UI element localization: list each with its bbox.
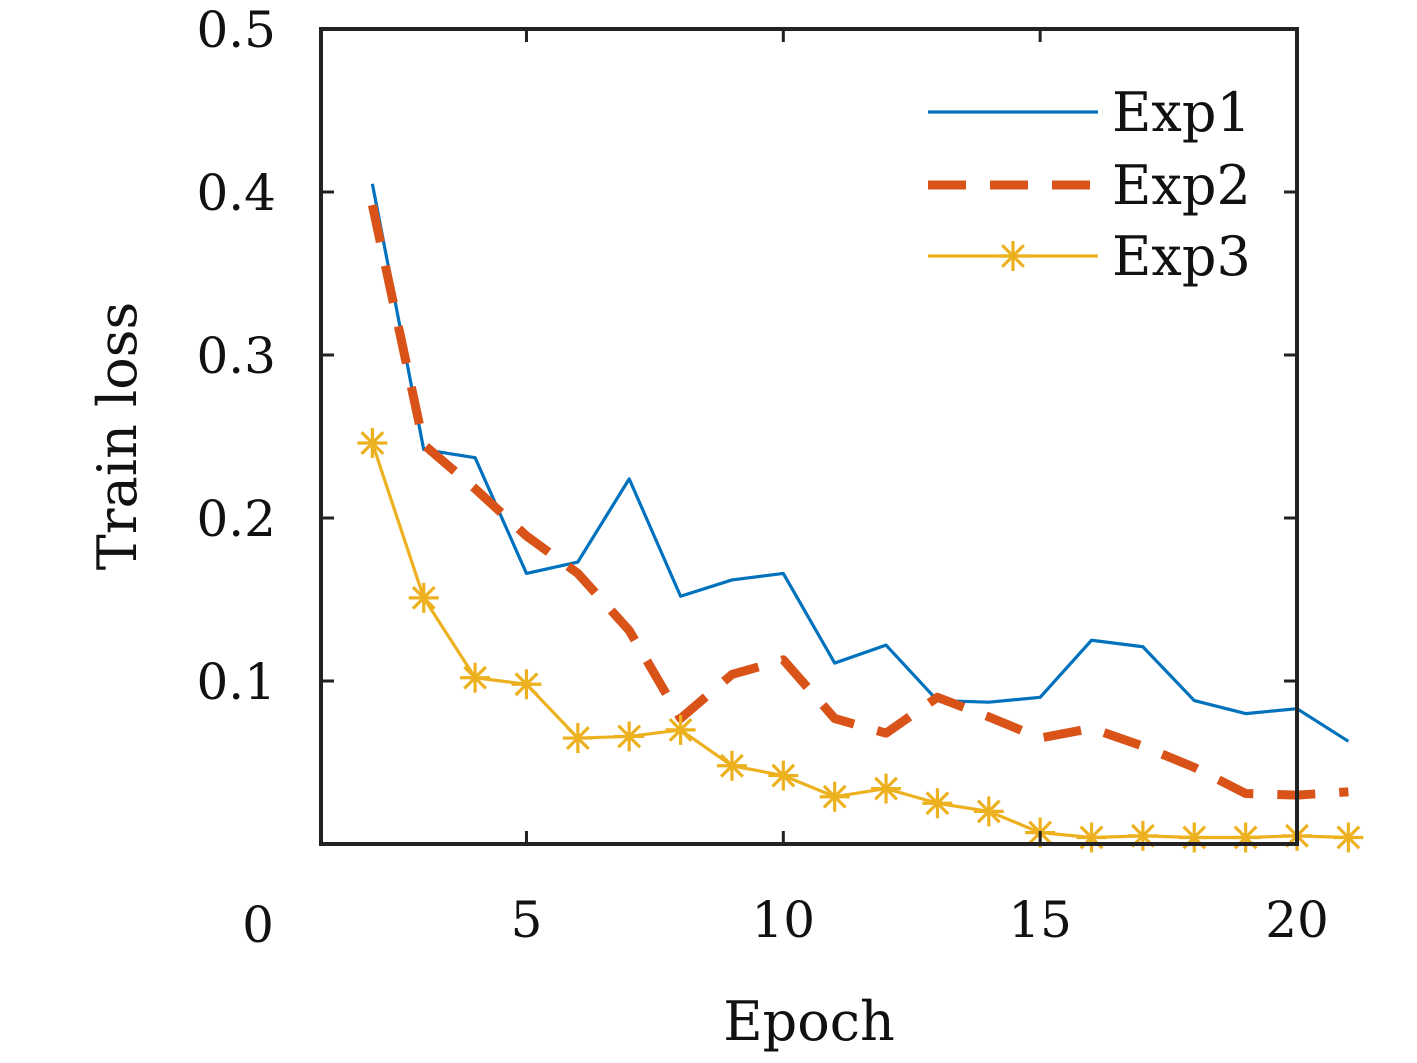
series-exp1 (370, 183, 1350, 743)
data-point-exp3 (871, 773, 902, 804)
plot-frame (319, 27, 1299, 846)
data-point-exp3 (716, 750, 747, 781)
y-tick-label: 0.2 (196, 490, 276, 548)
data-point-exp3 (460, 662, 491, 693)
legend-marker-exp3 (998, 241, 1028, 271)
x-origin-label: 0 (242, 896, 274, 954)
data-point-exp3 (614, 721, 645, 752)
y-tick-label: 0.1 (196, 653, 276, 711)
series-line-exp1 (370, 183, 1350, 743)
legend-label-exp1: Exp1 (1112, 81, 1251, 144)
data-point-exp3 (768, 760, 799, 791)
x-tick-label: 15 (1008, 891, 1072, 949)
legend-asterisk-exp3 (998, 241, 1028, 271)
x-axis-label: Epoch (723, 990, 895, 1053)
y-tick-label: 0.3 (196, 327, 276, 385)
data-point-exp3 (665, 714, 696, 745)
data-point-exp3 (511, 669, 542, 700)
series-line-exp2 (367, 204, 1349, 800)
data-point-exp3 (1230, 822, 1261, 853)
data-point-exp3 (408, 582, 439, 613)
x-tick-label: 10 (752, 891, 816, 949)
y-tick-label: 0.5 (196, 1, 276, 59)
legend-label-exp2: Exp2 (1112, 154, 1251, 217)
y-tick-label: 0.4 (196, 164, 276, 222)
data-point-exp3 (973, 796, 1004, 827)
legend-label-exp3: Exp3 (1112, 225, 1251, 288)
x-tick-label: 20 (1265, 891, 1329, 949)
data-point-exp3 (1333, 822, 1364, 853)
data-point-exp3 (562, 723, 593, 754)
data-point-exp3 (819, 781, 850, 812)
data-point-exp3 (357, 428, 388, 459)
x-tick-label: 5 (511, 891, 543, 949)
data-point-exp3 (1179, 822, 1210, 853)
data-point-exp3 (922, 788, 953, 819)
data-point-exp3 (1127, 820, 1158, 851)
legend: Exp1 Exp2 Exp3 (928, 81, 1251, 288)
y-axis-label: Train loss (86, 302, 149, 570)
data-point-exp3 (1076, 822, 1107, 853)
tick-layer: 5 10 15 20 0.1 0.2 0.3 0.4 0.5 (196, 1, 1328, 949)
series-exp2 (367, 204, 1349, 800)
